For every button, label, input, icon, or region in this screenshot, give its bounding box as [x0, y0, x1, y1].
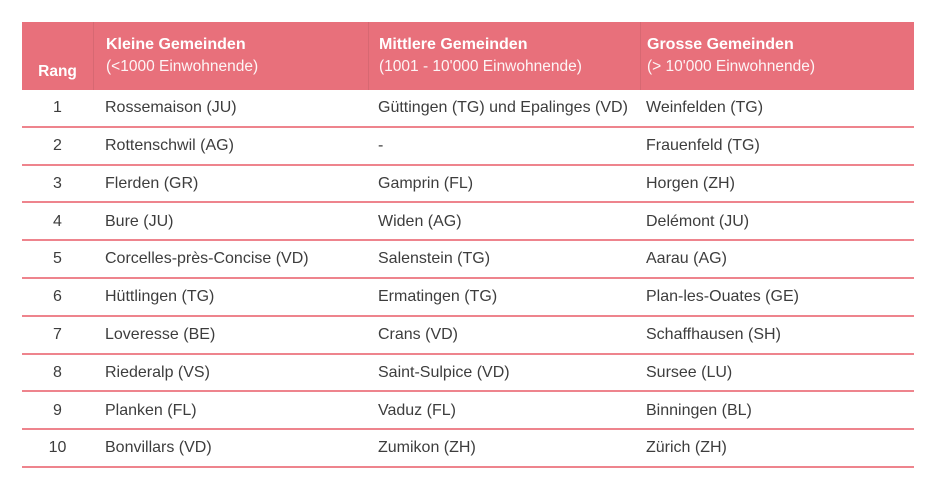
kleine-gemeinde-cell: Rossemaison (JU) [105, 99, 237, 117]
table-row: 2 Rottenschwil (AG) - Frauenfeld (TG) [22, 128, 914, 166]
mittlere-gemeinde-cell: Zumikon (ZH) [378, 439, 476, 457]
kleine-gemeinde-cell: Rottenschwil (AG) [105, 137, 234, 155]
mittlere-gemeinde-cell: Saint-Sulpice (VD) [378, 363, 510, 381]
table-row: 3 Flerden (GR) Gamprin (FL) Horgen (ZH) [22, 166, 914, 204]
column-subtitle: (> 10'000 Einwohnende) [647, 57, 815, 75]
table-row: 1 Rossemaison (JU) Güttingen (TG) und Ep… [22, 90, 914, 128]
table-row: 7 Loveresse (BE) Crans (VD) Schaffhausen… [22, 317, 914, 355]
grosse-gemeinde-cell: Zürich (ZH) [646, 439, 727, 457]
table-header: Rang Kleine Gemeinden (<1000 Einwohnende… [22, 22, 914, 90]
header-cell-rang: Rang [22, 22, 93, 90]
mittlere-gemeinde-cell: Salenstein (TG) [378, 250, 491, 268]
rank-cell: 7 [53, 326, 62, 344]
kleine-gemeinde-cell: Riederalp (VS) [105, 363, 210, 381]
rank-cell: 1 [53, 99, 62, 117]
rank-cell: 9 [53, 401, 62, 419]
kleine-gemeinde-cell: Planken (FL) [105, 401, 197, 419]
rang-label: Rang [38, 63, 77, 80]
table-row: 10 Bonvillars (VD) Zumikon (ZH) Zürich (… [22, 430, 914, 468]
grosse-gemeinde-cell: Schaffhausen (SH) [646, 326, 781, 344]
header-cell-mittlere-gemeinden: Mittlere Gemeinden (1001 - 10'000 Einwoh… [368, 22, 640, 90]
mittlere-gemeinde-cell: Ermatingen (TG) [378, 288, 498, 306]
grosse-gemeinde-cell: Delémont (JU) [646, 212, 750, 230]
grosse-gemeinde-cell: Horgen (ZH) [646, 174, 735, 192]
table-row: 5 Corcelles-près-Concise (VD) Salenstein… [22, 241, 914, 279]
mittlere-gemeinde-cell: Crans (VD) [378, 326, 459, 344]
header-cell-kleine-gemeinden: Kleine Gemeinden (<1000 Einwohnende) [93, 22, 368, 90]
mittlere-gemeinde-cell: Widen (AG) [378, 212, 462, 230]
header-cell-grosse-gemeinden: Grosse Gemeinden (> 10'000 Einwohnende) [640, 22, 914, 90]
kleine-gemeinde-cell: Bonvillars (VD) [105, 439, 212, 457]
mittlere-gemeinde-cell: Güttingen (TG) und Epalinges (VD) [378, 99, 628, 117]
kleine-gemeinde-cell: Hüttlingen (TG) [105, 288, 215, 306]
table-row: 9 Planken (FL) Vaduz (FL) Binningen (BL) [22, 392, 914, 431]
rank-cell: 4 [53, 212, 62, 230]
grosse-gemeinde-cell: Plan-les-Ouates (GE) [646, 288, 799, 306]
rank-cell: 10 [48, 439, 67, 457]
grosse-gemeinde-cell: Weinfelden (TG) [646, 99, 764, 117]
grosse-gemeinde-cell: Frauenfeld (TG) [646, 137, 760, 155]
grosse-gemeinde-cell: Sursee (LU) [646, 363, 733, 381]
column-title: Mittlere Gemeinden [379, 36, 528, 54]
grosse-gemeinde-cell: Aarau (AG) [646, 250, 727, 268]
kleine-gemeinde-cell: Bure (JU) [105, 212, 174, 230]
table-row: 6 Hüttlingen (TG) Ermatingen (TG) Plan-l… [22, 279, 914, 317]
column-subtitle: (1001 - 10'000 Einwohnende) [379, 57, 582, 75]
mittlere-gemeinde-cell: Vaduz (FL) [378, 401, 456, 419]
gemeinden-ranking-table: Rang Kleine Gemeinden (<1000 Einwohnende… [22, 22, 914, 468]
column-title: Grosse Gemeinden [647, 36, 794, 54]
grosse-gemeinde-cell: Binningen (BL) [646, 401, 752, 419]
kleine-gemeinde-cell: Flerden (GR) [105, 174, 199, 192]
kleine-gemeinde-cell: Loveresse (BE) [105, 326, 216, 344]
mittlere-gemeinde-cell: Gamprin (FL) [378, 174, 474, 192]
mittlere-gemeinde-cell: - [378, 137, 384, 155]
rank-cell: 3 [53, 174, 62, 192]
kleine-gemeinde-cell: Corcelles-près-Concise (VD) [105, 250, 309, 268]
rank-cell: 8 [53, 363, 62, 381]
rank-cell: 2 [53, 137, 62, 155]
column-subtitle: (<1000 Einwohnende) [106, 57, 259, 75]
table-body: 1 Rossemaison (JU) Güttingen (TG) und Ep… [22, 90, 914, 468]
rank-cell: 5 [53, 250, 62, 268]
table-row: 8 Riederalp (VS) Saint-Sulpice (VD) Surs… [22, 355, 914, 393]
column-title: Kleine Gemeinden [106, 36, 246, 54]
rank-cell: 6 [53, 288, 62, 306]
table-row: 4 Bure (JU) Widen (AG) Delémont (JU) [22, 203, 914, 242]
